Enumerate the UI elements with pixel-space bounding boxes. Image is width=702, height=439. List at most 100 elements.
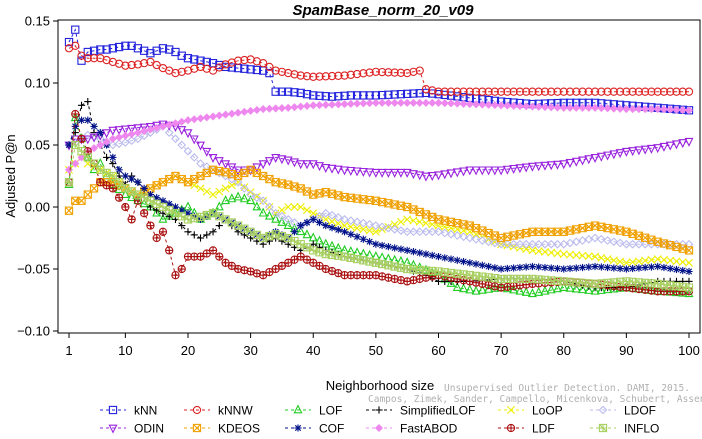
point-loop-55 — [403, 215, 412, 224]
point-cof-97 — [666, 264, 674, 273]
point-cof-4 — [84, 116, 92, 124]
point-odin-78 — [546, 161, 556, 171]
point-fastabod-99 — [678, 106, 687, 115]
x-axis: 1 10 20 30 40 50 60 70 80 90 100 — [65, 333, 700, 358]
legend-marker-loop — [507, 406, 515, 414]
point-knnw-54 — [396, 68, 406, 77]
point-fastabod-76 — [534, 102, 543, 111]
legend-label-kdeos: KDEOS — [218, 422, 260, 435]
point-odin-88 — [609, 150, 619, 160]
point-loop-43 — [328, 217, 337, 226]
point-cof-10 — [121, 172, 129, 180]
point-cof-50 — [372, 240, 380, 248]
point-ldf-2 — [71, 109, 80, 119]
point-fastabod-86 — [597, 104, 606, 113]
point-odin-75 — [527, 162, 537, 172]
point-loop-39 — [302, 206, 311, 215]
point-cof-89 — [616, 264, 624, 273]
point-cof-41 — [315, 218, 324, 227]
point-odin-91 — [628, 147, 638, 157]
point-fastabod-10 — [121, 131, 130, 140]
point-fastabod-8 — [108, 134, 117, 143]
point-ldof-23 — [202, 162, 212, 172]
point-fastabod-29 — [240, 107, 249, 116]
point-fastabod-23 — [202, 113, 211, 122]
point-knnw-40 — [309, 72, 318, 81]
point-cof-91 — [629, 264, 637, 273]
y-axis: −0.10 −0.05 0.00 0.05 0.10 0.15 — [17, 14, 58, 339]
point-fastabod-84 — [584, 103, 593, 112]
point-loop-81 — [566, 250, 574, 259]
point-knn-62 — [446, 91, 456, 100]
point-cof-80 — [560, 265, 568, 273]
point-fastabod-20 — [183, 116, 193, 125]
point-knnw-85 — [590, 87, 600, 96]
point-odin-49 — [365, 168, 375, 178]
point-knnw-69 — [490, 87, 500, 96]
point-cof-93 — [641, 263, 649, 272]
point-odin-10 — [120, 125, 130, 135]
point-cof-88 — [610, 264, 618, 272]
legend-marker-kdeos — [192, 423, 202, 433]
point-knnw-18 — [171, 68, 180, 78]
point-inflo-33 — [265, 231, 274, 241]
point-knnw-4 — [83, 54, 92, 63]
series-line-cof — [68, 119, 690, 272]
point-odin-47 — [352, 167, 362, 177]
point-lof-62 — [446, 277, 456, 287]
point-fastabod-83 — [578, 103, 587, 112]
point-knn-49 — [365, 91, 374, 100]
point-loop-74 — [522, 245, 531, 254]
point-ldof-62 — [446, 229, 456, 239]
point-knn-7 — [102, 45, 111, 54]
x-tick-label-50: 50 — [369, 343, 383, 358]
legend-marker-fastabod — [374, 423, 384, 433]
point-knn-42 — [321, 92, 330, 101]
point-knnw-87 — [603, 87, 612, 96]
point-ldof-86 — [596, 234, 606, 244]
point-knnw-33 — [265, 62, 274, 72]
point-cof-53 — [391, 244, 399, 252]
series-line-loop — [68, 156, 690, 264]
legend-marker-odin — [108, 424, 118, 434]
y-tick-label-4: 0.10 — [25, 76, 50, 91]
point-fastabod-80 — [559, 103, 568, 112]
point-knnw-29 — [240, 55, 249, 65]
point-knnw-36 — [284, 68, 293, 78]
point-odin-44 — [333, 165, 343, 175]
point-inflo-22 — [196, 212, 205, 222]
point-fastabod-71 — [503, 101, 512, 110]
point-knn-37 — [290, 88, 299, 97]
point-fastabod-60 — [434, 98, 443, 107]
point-knnw-91 — [628, 87, 637, 96]
point-loop-54 — [396, 217, 405, 226]
plot-frame — [57, 19, 701, 334]
point-lof-86 — [596, 284, 606, 294]
x-tick-label-30: 30 — [243, 343, 257, 358]
point-cof-52 — [384, 243, 392, 251]
point-knnw-94 — [647, 87, 656, 96]
point-knn-19 — [177, 51, 186, 60]
point-ldof-50 — [371, 221, 381, 230]
point-simplifiedlof-21 — [190, 231, 198, 239]
x-tick-label-10: 10 — [118, 343, 132, 358]
point-lof-78 — [546, 284, 556, 294]
point-odin-54 — [396, 168, 406, 178]
plot-area — [64, 25, 694, 298]
legend-item-simplifiedlof: SimplifiedLOF — [366, 404, 475, 418]
point-ldof-54 — [396, 226, 406, 235]
x-tick-label-80: 80 — [557, 343, 571, 358]
point-fastabod-17 — [165, 120, 174, 129]
point-odin-72 — [509, 164, 519, 174]
point-odin-33 — [264, 157, 274, 167]
point-knnw-35 — [277, 67, 287, 76]
point-knn-54 — [396, 90, 406, 99]
point-knnw-76 — [534, 87, 543, 96]
point-ldof-55 — [402, 227, 412, 237]
point-lof-38 — [296, 226, 306, 236]
point-cof-51 — [378, 241, 386, 250]
legend-label-knnw: kNNW — [218, 404, 253, 418]
point-odin-95 — [653, 144, 663, 154]
point-ldof-89 — [615, 238, 625, 248]
point-odin-57 — [415, 171, 425, 181]
